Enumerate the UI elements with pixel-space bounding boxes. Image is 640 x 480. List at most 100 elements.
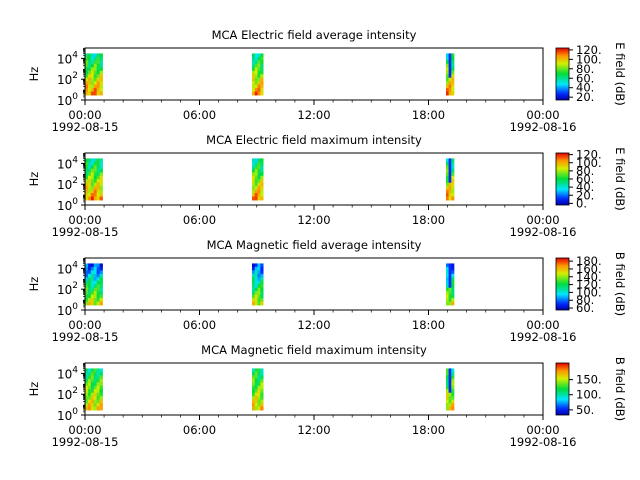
spectrogram-cell: [448, 175, 452, 180]
spectrogram-cell: [85, 406, 89, 411]
spectrogram-cell: [254, 403, 258, 407]
spectrogram-cell: [254, 63, 258, 68]
spectrogram-cell: [93, 77, 98, 82]
x-tick-label: 06:00: [183, 213, 216, 227]
spectrogram-cell: [254, 406, 258, 411]
spectrogram-cell: [96, 193, 100, 197]
x-tick-label: 18:00: [412, 108, 445, 122]
spectrogram-cell: [451, 277, 455, 282]
spectrogram-cell: [99, 294, 103, 299]
spectrogram-cell: [251, 263, 256, 268]
spectrogram-cell: [257, 375, 261, 380]
x-tick-label: 12:00: [297, 423, 330, 437]
spectrogram-cell: [93, 91, 98, 96]
colorbar-tick-label: 50.: [576, 403, 594, 417]
spectrogram-cell: [260, 396, 264, 401]
spectrogram-cell: [451, 70, 455, 75]
spectrogram-cell: [448, 186, 452, 191]
spectrogram-cell: [87, 287, 92, 292]
spectrogram-cell: [260, 88, 264, 92]
x-tick-label: 06:00: [183, 423, 216, 437]
spectrogram-cell: [85, 70, 89, 75]
x-tick-label: 00:00: [68, 423, 101, 437]
spectrogram-cell: [451, 189, 455, 194]
spectrogram-cell: [445, 60, 450, 65]
y-tick-label: 100: [57, 197, 78, 213]
spectrogram-cell: [448, 266, 452, 271]
spectrogram-cell: [254, 399, 258, 404]
spectrogram-cell: [445, 263, 450, 268]
spectrogram-cell: [257, 158, 261, 163]
spectrogram-cell: [448, 406, 452, 411]
spectrogram-cell: [87, 266, 92, 271]
spectrogram-cell: [257, 382, 261, 387]
spectrogram-cell: [85, 270, 89, 275]
spectrogram-cell: [99, 186, 103, 191]
spectrogram-cell: [85, 403, 89, 407]
spectrogram-cell: [445, 273, 450, 278]
spectrogram-cell: [451, 161, 455, 166]
spectrogram-cell: [99, 277, 103, 282]
spectrogram-cell: [96, 382, 100, 387]
chart-title: MCA Electric field average intensity: [212, 28, 417, 42]
spectrogram-cell: [96, 84, 100, 89]
spectrogram-cell: [85, 179, 89, 184]
spectrogram-cell: [257, 70, 261, 75]
spectrogram-cell: [96, 77, 100, 82]
spectrogram-cell: [96, 375, 100, 380]
spectrogram-cell: [445, 399, 450, 404]
spectrogram-cell: [90, 77, 95, 82]
spectrogram-cell: [448, 385, 452, 390]
spectrogram-cell: [257, 284, 261, 289]
spectrogram-cell: [257, 53, 261, 58]
spectrogram-cell: [85, 280, 89, 285]
colorbar-gradient: [555, 257, 570, 311]
x-tick-label: 00:00: [68, 213, 101, 227]
spectrogram-cell: [254, 382, 258, 387]
spectrogram-cell: [451, 88, 455, 92]
spectrogram-cell: [93, 270, 98, 275]
spectrogram-cell: [96, 294, 100, 299]
spectrogram-cell: [99, 172, 103, 177]
y-tick-label: 102: [57, 176, 78, 192]
spectrogram-cell: [96, 175, 100, 180]
y-tick-label: 102: [57, 281, 78, 297]
spectrogram-cell: [257, 172, 261, 177]
spectrogram-cell: [257, 294, 261, 299]
spectrogram-cell: [90, 270, 95, 275]
spectrogram-cell: [96, 399, 100, 404]
spectrogram-cell: [451, 196, 455, 201]
spectrogram-cell: [96, 378, 100, 383]
spectrogram-cell: [445, 84, 450, 89]
spectrogram-cell: [257, 63, 261, 68]
spectrogram-cell: [85, 371, 89, 376]
panel-2: MCA Electric field maximum intensity Hz 10…: [27, 133, 627, 239]
spectrogram-cell: [251, 392, 256, 397]
spectrogram-cell: [87, 158, 92, 163]
spectrogram-cell: [451, 53, 455, 58]
spectrogram-cell: [93, 273, 98, 278]
spectrogram-cell: [99, 263, 103, 268]
spectrogram-cell: [445, 375, 450, 380]
spectrogram-cell: [254, 287, 258, 292]
spectrogram-cell: [85, 294, 89, 299]
spectrogram-cell: [445, 63, 450, 68]
spectrogram-cell: [96, 287, 100, 292]
spectrogram-cell: [254, 88, 258, 92]
colorbar-tick-label: 140.: [576, 270, 602, 284]
spectrogram-cell: [99, 266, 103, 271]
spectrogram-cell: [257, 396, 261, 401]
spectrogram-cell: [90, 396, 95, 401]
spectrogram-cell: [90, 406, 95, 411]
spectrogram-cell: [93, 179, 98, 184]
spectrogram-cell: [260, 63, 264, 68]
spectrogram-cell: [451, 396, 455, 401]
spectrogram-cell: [445, 88, 450, 92]
spectrogram-cell: [254, 389, 258, 394]
panel-1: MCA Electric field average intensity Hz 10…: [27, 28, 627, 134]
spectrogram-cell: [251, 280, 256, 285]
spectrogram-cell: [90, 368, 95, 373]
spectrogram-cell: [85, 266, 89, 271]
spectrogram-cell: [448, 368, 452, 373]
spectrogram-cell: [99, 399, 103, 404]
